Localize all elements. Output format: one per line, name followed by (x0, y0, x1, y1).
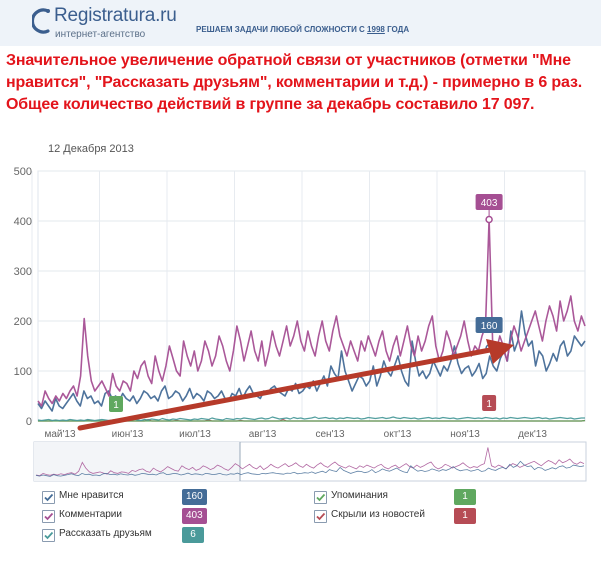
callout-comments-box (475, 194, 503, 210)
site-header: Registratura.ru интернет-агентство РЕШАЕ… (0, 0, 601, 46)
chart-date: 12 Декабря 2013 (48, 143, 134, 155)
legend-label-comments: Комментарии (59, 509, 122, 520)
legend-total-mentions: 1 (454, 489, 476, 505)
slogan: РЕШАЕМ ЗАДАЧИ ЛЮБОЙ СЛОЖНОСТИ С 1998 ГОД… (196, 25, 409, 34)
y-tick-label: 500 (14, 166, 32, 178)
checkmark-icon (316, 512, 326, 521)
legend-label-hidden: Скрыли из новостей (331, 509, 425, 520)
legend-total-shares: 6 (182, 527, 204, 543)
legend-item-shares[interactable]: Рассказать друзьям 6 (42, 527, 222, 544)
x-tick-label: май'13 (44, 429, 75, 440)
legend-label-likes: Мне нравится (59, 490, 124, 501)
legend-item-mentions[interactable]: Упоминания 1 (314, 489, 494, 506)
legend-item-hidden[interactable]: Скрыли из новостей 1 (314, 508, 494, 525)
checkmark-icon (44, 531, 54, 540)
plot-area (37, 170, 586, 422)
callout-mentions-box (109, 396, 123, 412)
legend-checkbox-hidden[interactable] (314, 510, 327, 523)
x-tick-label: окт'13 (384, 429, 412, 440)
checkmark-icon (44, 512, 54, 521)
slogan-end: ГОДА (384, 25, 410, 34)
callout-likes: 160 (481, 321, 498, 332)
x-tick-label: дек'13 (518, 429, 547, 440)
callout-mentions: 1 (113, 400, 119, 411)
callout-hidden-box (482, 395, 497, 411)
legend-label-shares: Рассказать друзьям (59, 528, 152, 539)
comments-peak-point (485, 215, 493, 224)
y-tick-label: 0 (26, 416, 32, 428)
slogan-year[interactable]: 1998 (367, 25, 385, 34)
legend-checkbox-mentions[interactable] (314, 491, 327, 504)
y-tick-label: 300 (14, 266, 32, 278)
legend-total-hidden: 1 (454, 508, 476, 524)
legend-checkbox-likes[interactable] (42, 491, 55, 504)
y-tick-label: 200 (14, 316, 32, 328)
logo-name[interactable]: Registratura.ru (54, 5, 177, 26)
callout-hidden: 1 (486, 399, 492, 410)
x-tick-label: ноя'13 (450, 429, 480, 440)
activity-chart[interactable]: 0 100 200 300 400 500 май'13 июн'13 июл'13 авг'13… (0, 158, 601, 566)
y-tick-label: 100 (14, 366, 32, 378)
legend-total-comments: 403 (182, 508, 207, 524)
callout-comments: 403 (481, 198, 498, 209)
trend-arrow-shaft (77, 347, 493, 431)
legend-item-likes[interactable]: Мне нравится 160 (42, 489, 222, 506)
overview-line-comments (35, 447, 585, 477)
y-tick-label: 400 (14, 216, 32, 228)
logo-tagline: интернет-агентство (55, 29, 146, 40)
trend-arrow-head (486, 339, 514, 364)
legend-label-mentions: Упоминания (331, 490, 388, 501)
callout-likes-box (475, 317, 503, 333)
legend-item-comments[interactable]: Комментарии 403 (42, 508, 222, 525)
legend-total-likes: 160 (182, 489, 207, 505)
headline: Значительное увеличение обратной связи о… (6, 52, 583, 113)
overview-line-likes (35, 460, 585, 477)
x-tick-label: июл'13 (179, 429, 211, 440)
checkmark-icon (316, 493, 326, 502)
x-tick-label: сен'13 (315, 429, 345, 440)
registratura-logo-icon (32, 8, 50, 34)
x-tick-label: июн'13 (112, 429, 144, 440)
legend-checkbox-shares[interactable] (42, 529, 55, 542)
legend-checkbox-comments[interactable] (42, 510, 55, 523)
checkmark-icon (44, 493, 54, 502)
slogan-text: РЕШАЕМ ЗАДАЧИ ЛЮБОЙ СЛОЖНОСТИ С (196, 25, 368, 34)
x-tick-label: авг'13 (249, 429, 277, 440)
